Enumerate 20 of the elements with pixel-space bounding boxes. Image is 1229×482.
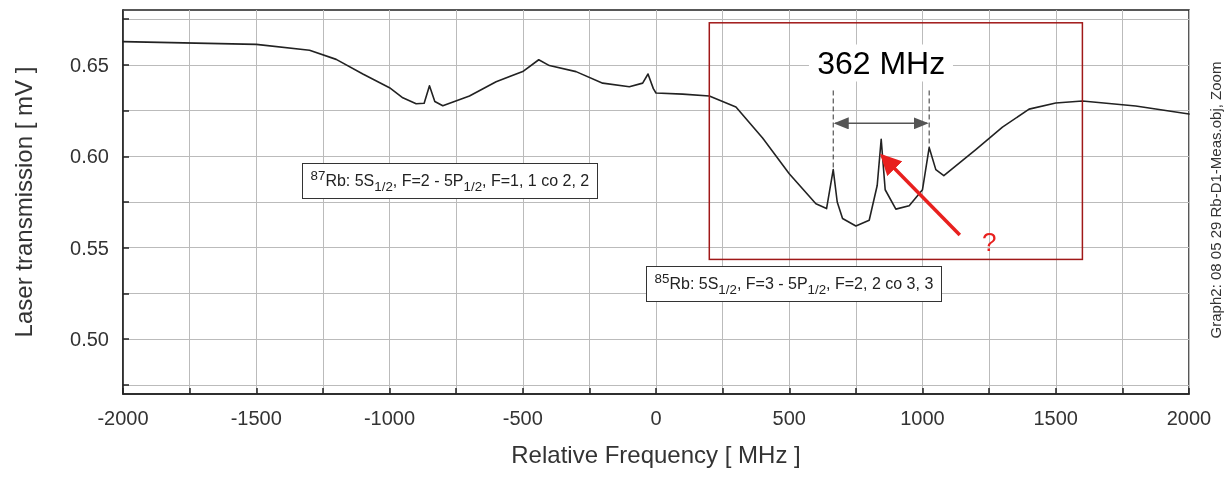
caption: Graph2: 08 05 29 Rb-D1-Meas.obj, Zoom bbox=[1206, 61, 1224, 339]
x-tick-label: 1000 bbox=[900, 407, 945, 429]
x-axis-title: Relative Frequency [ MHz ] bbox=[511, 440, 801, 468]
x-tick-label: -1500 bbox=[230, 407, 282, 429]
x-tick-label: 1500 bbox=[1033, 407, 1078, 429]
x-tick-label: 0 bbox=[650, 407, 662, 429]
x-tick-label: -2000 bbox=[97, 407, 149, 429]
annotation: 362 MHz bbox=[809, 44, 954, 82]
annotation: $^{85}$Rb: 5S$_{1/2}$, F=3 - 5P$_{1/2}$, F=2, 2 co 3, 3 bbox=[645, 266, 943, 302]
annotation: ? bbox=[981, 226, 997, 258]
x-tick-label: 2000 bbox=[1166, 407, 1212, 429]
annotation: $^{87}$Rb: 5S$_{1/2}$, F=2 - 5P$_{1/2}$, F=1, 1 co 2, 2 bbox=[301, 163, 599, 199]
x-tick-label: 500 bbox=[772, 407, 806, 429]
y-tick-label: 0.50 bbox=[70, 328, 109, 351]
y-tick-label: 0.65 bbox=[70, 53, 109, 76]
y-tick-label: 0.60 bbox=[70, 145, 109, 168]
y-tick-label: 0.55 bbox=[70, 236, 109, 259]
y-axis-title: Laser transmission [ mV ] bbox=[9, 66, 37, 338]
x-tick-label: -1000 bbox=[363, 407, 416, 429]
x-tick-label: -500 bbox=[502, 407, 543, 429]
